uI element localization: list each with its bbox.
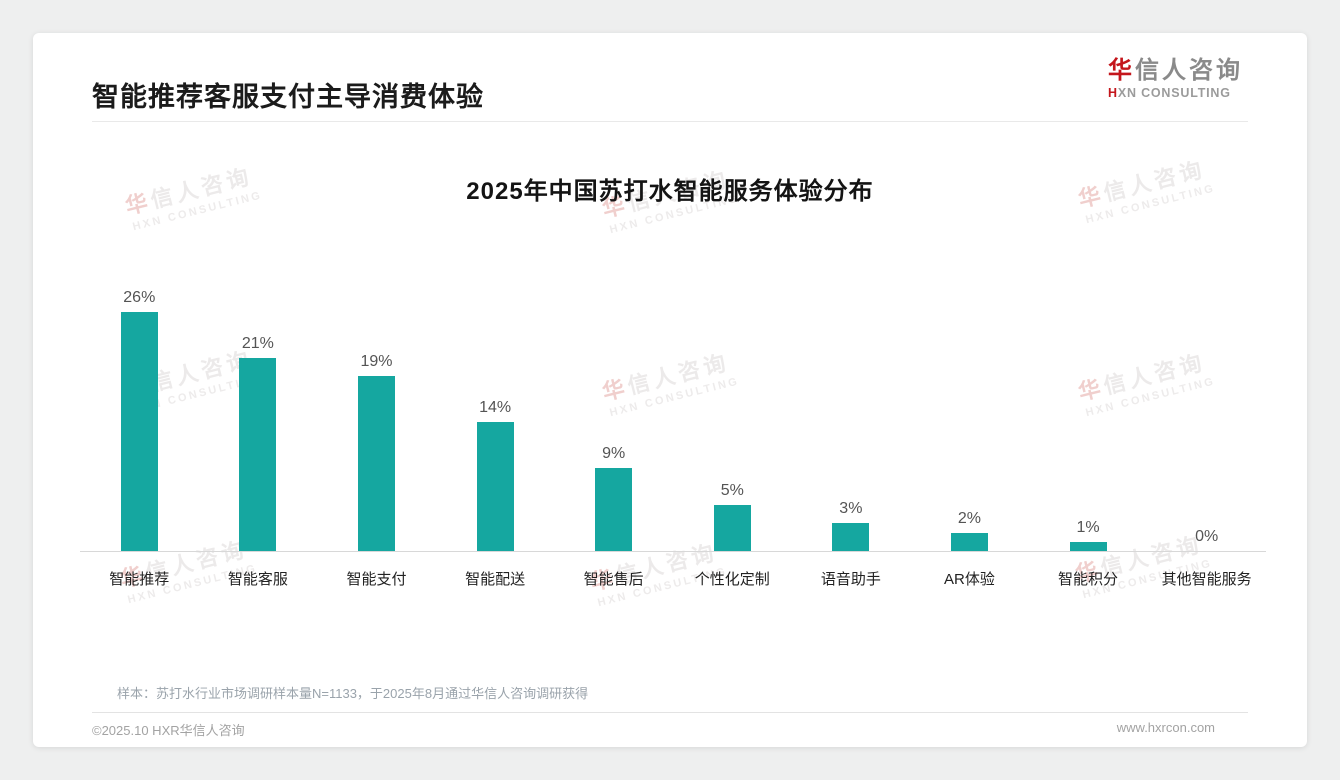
logo-en-rest: XN CONSULTING bbox=[1117, 85, 1231, 100]
category-label: 智能售后 bbox=[583, 571, 644, 588]
bar-columns: 26% 21% 19% 14% 9% 5% 3% 2% 1% 0% bbox=[80, 233, 1266, 551]
bar-column: 19% bbox=[317, 233, 436, 551]
bar-value-label: 2% bbox=[957, 510, 982, 527]
bar-value-label: 21% bbox=[241, 335, 274, 352]
bar bbox=[239, 358, 277, 551]
footer-divider bbox=[92, 712, 1248, 713]
category-axis-labels: 智能推荐 智能客服 智能支付 智能配送 智能售后 个性化定制 语音助手 AR体验 智能积分 其他智… bbox=[80, 568, 1266, 589]
bar bbox=[595, 468, 633, 551]
category-label: 智能积分 bbox=[1058, 571, 1119, 588]
category-label: 语音助手 bbox=[820, 571, 881, 588]
logo-en-first-char: H bbox=[1108, 85, 1118, 100]
bar-value-label: 3% bbox=[839, 500, 863, 517]
slide-card: 智能推荐客服支付主导消费体验 华信人咨询 HXN CONSULTING 2025… bbox=[33, 33, 1307, 747]
copyright-text: ©2025.10 HXR华信人咨询 bbox=[92, 723, 245, 738]
bar-column: 14% bbox=[436, 233, 555, 551]
bar-column: 21% bbox=[199, 233, 318, 551]
page-title: 智能推荐客服支付主导消费体验 bbox=[92, 82, 484, 112]
bar-column: 3% bbox=[792, 233, 911, 551]
bar-value-label: 9% bbox=[602, 445, 626, 462]
bar bbox=[950, 533, 988, 551]
bar bbox=[832, 523, 870, 551]
bar-value-label: 14% bbox=[479, 399, 512, 416]
bar-column: 1% bbox=[1029, 233, 1148, 551]
category-label: AR体验 bbox=[944, 571, 995, 588]
category-label: 智能客服 bbox=[227, 571, 288, 588]
bar-value-label: 5% bbox=[720, 482, 744, 499]
header-divider bbox=[92, 121, 1248, 122]
logo-cn-text: 华信人咨询 bbox=[1108, 57, 1243, 85]
chart-title: 2025年中国苏打水智能服务体验分布 bbox=[466, 178, 874, 205]
bar-column: 26% bbox=[80, 233, 199, 551]
bar-value-label: 1% bbox=[1076, 519, 1100, 536]
bar-value-label: 19% bbox=[360, 353, 393, 370]
bar-value-label: 26% bbox=[123, 289, 156, 306]
bar bbox=[120, 312, 158, 551]
bar-column: 5% bbox=[673, 233, 792, 551]
bar-column: 2% bbox=[910, 233, 1029, 551]
website-url: www.hxrcon.com bbox=[1116, 720, 1215, 735]
bar bbox=[1069, 542, 1107, 551]
category-label: 智能配送 bbox=[465, 571, 526, 588]
bar bbox=[357, 376, 395, 551]
bar-column: 9% bbox=[554, 233, 673, 551]
sample-footnote: 样本：苏打水行业市场调研样本量N=1133，于2025年8月通过华信人咨询调研获… bbox=[117, 686, 589, 701]
bar bbox=[713, 505, 751, 551]
category-label: 智能支付 bbox=[346, 571, 407, 588]
logo-cn-rest: 信人咨询 bbox=[1135, 57, 1243, 84]
company-logo: 华信人咨询 HXN CONSULTING bbox=[1108, 57, 1243, 100]
bar-value-label: 0% bbox=[1195, 528, 1219, 545]
logo-en-text: HXN CONSULTING bbox=[1108, 86, 1243, 100]
logo-cn-first-char: 华 bbox=[1108, 57, 1135, 84]
bar bbox=[476, 422, 514, 551]
bar-chart-plot: 26% 21% 19% 14% 9% 5% 3% 2% 1% 0% bbox=[80, 233, 1266, 552]
category-label: 其他智能服务 bbox=[1161, 571, 1252, 588]
category-label: 智能推荐 bbox=[109, 571, 170, 588]
bar-column: 0% bbox=[1147, 233, 1266, 551]
category-label: 个性化定制 bbox=[694, 571, 770, 588]
